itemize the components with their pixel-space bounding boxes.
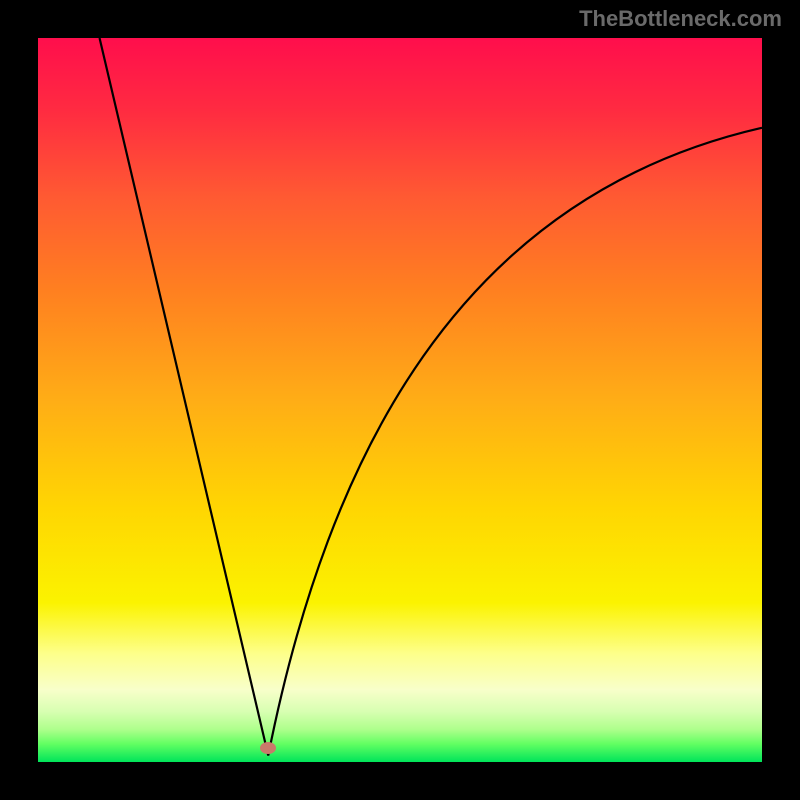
bottleneck-curve xyxy=(100,38,762,755)
plot-area xyxy=(38,38,762,762)
watermark-text: TheBottleneck.com xyxy=(579,6,782,32)
curve-svg xyxy=(38,38,762,762)
optimal-point-marker xyxy=(260,742,276,754)
